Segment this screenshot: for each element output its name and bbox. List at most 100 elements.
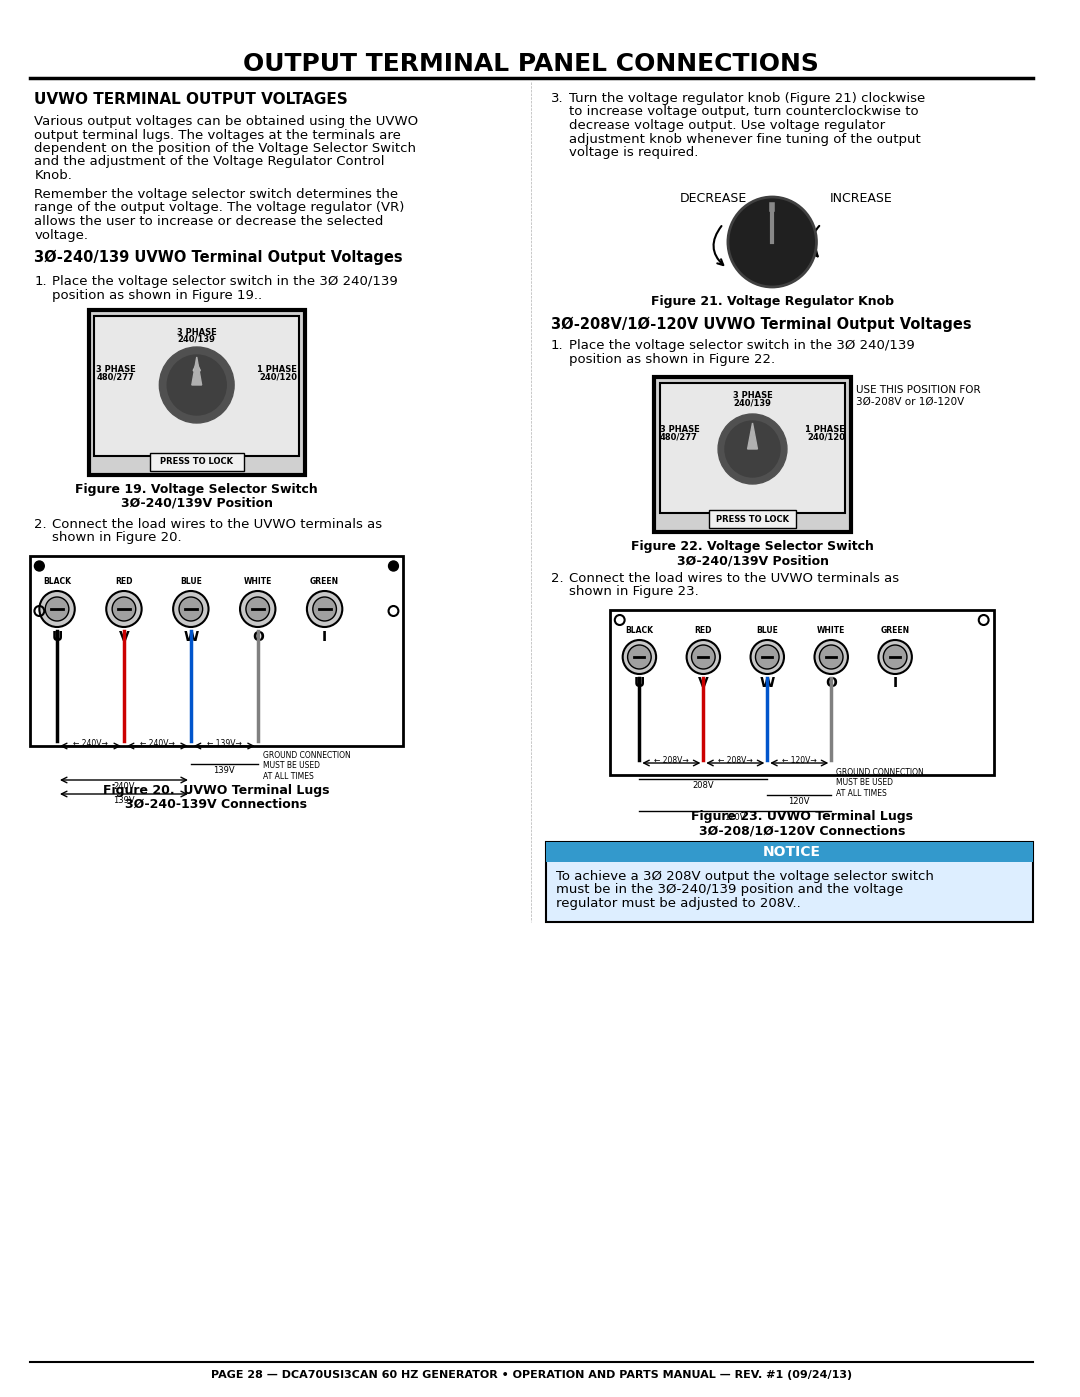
Circle shape xyxy=(313,597,336,622)
Text: and the adjustment of the Voltage Regulator Control: and the adjustment of the Voltage Regula… xyxy=(35,155,384,169)
FancyBboxPatch shape xyxy=(660,383,845,513)
Circle shape xyxy=(878,640,912,673)
Polygon shape xyxy=(747,423,757,448)
Text: W: W xyxy=(184,630,199,644)
FancyBboxPatch shape xyxy=(710,510,796,528)
Text: dependent on the position of the Voltage Selector Switch: dependent on the position of the Voltage… xyxy=(35,142,417,155)
Text: Connect the load wires to the UVWO terminals as: Connect the load wires to the UVWO termi… xyxy=(568,571,899,585)
Text: PRESS TO LOCK: PRESS TO LOCK xyxy=(716,514,789,524)
Text: to increase voltage output, turn counterclockwise to: to increase voltage output, turn counter… xyxy=(568,106,918,119)
Text: To achieve a 3Ø 208V output the voltage selector switch: To achieve a 3Ø 208V output the voltage … xyxy=(556,870,933,883)
Text: Figure 21. Voltage Regulator Knob: Figure 21. Voltage Regulator Knob xyxy=(650,295,893,307)
Text: 1.: 1. xyxy=(551,339,564,352)
Text: 120V: 120V xyxy=(725,813,746,821)
Text: 1 PHASE: 1 PHASE xyxy=(257,365,297,374)
Text: Knob.: Knob. xyxy=(35,169,72,182)
Text: adjustment knob whenever fine tuning of the output: adjustment knob whenever fine tuning of … xyxy=(568,133,920,145)
Circle shape xyxy=(627,645,651,669)
Text: PRESS TO LOCK: PRESS TO LOCK xyxy=(160,457,233,467)
Text: Place the voltage selector switch in the 3Ø 240/139: Place the voltage selector switch in the… xyxy=(52,275,397,288)
Text: U: U xyxy=(52,630,63,644)
Text: I: I xyxy=(892,676,897,690)
Text: 139V: 139V xyxy=(214,766,235,775)
Text: UVWO TERMINAL OUTPUT VOLTAGES: UVWO TERMINAL OUTPUT VOLTAGES xyxy=(35,92,348,108)
Text: V: V xyxy=(698,676,708,690)
Circle shape xyxy=(246,597,270,622)
Text: DECREASE: DECREASE xyxy=(679,191,746,205)
Text: 480/277: 480/277 xyxy=(660,433,698,441)
Circle shape xyxy=(756,645,779,669)
FancyBboxPatch shape xyxy=(29,556,403,746)
Text: 3 PHASE: 3 PHASE xyxy=(177,328,217,337)
Text: OUTPUT TERMINAL PANEL CONNECTIONS: OUTPUT TERMINAL PANEL CONNECTIONS xyxy=(243,52,819,75)
Text: shown in Figure 20.: shown in Figure 20. xyxy=(52,531,181,545)
Circle shape xyxy=(814,640,848,673)
FancyBboxPatch shape xyxy=(149,453,244,471)
Text: BLUE: BLUE xyxy=(180,577,202,585)
Circle shape xyxy=(691,645,715,669)
Text: PAGE 28 — DCA70USI3CAN 60 HZ GENERATOR • OPERATION AND PARTS MANUAL — REV. #1 (0: PAGE 28 — DCA70USI3CAN 60 HZ GENERATOR •… xyxy=(211,1370,852,1380)
Text: ← 240V→: ← 240V→ xyxy=(140,739,175,747)
Text: 3Ø-208/1Ø-120V Connections: 3Ø-208/1Ø-120V Connections xyxy=(699,824,905,837)
FancyBboxPatch shape xyxy=(654,377,851,532)
Text: voltage.: voltage. xyxy=(35,229,89,242)
Text: voltage is required.: voltage is required. xyxy=(568,147,698,159)
Circle shape xyxy=(112,597,136,622)
Text: 1 PHASE: 1 PHASE xyxy=(805,425,845,434)
Text: output terminal lugs. The voltages at the terminals are: output terminal lugs. The voltages at th… xyxy=(35,129,402,141)
Text: Various output voltages can be obtained using the UVWO: Various output voltages can be obtained … xyxy=(35,115,419,129)
Text: RED: RED xyxy=(116,577,133,585)
Circle shape xyxy=(820,645,843,669)
Text: WHITE: WHITE xyxy=(818,626,846,636)
Circle shape xyxy=(751,640,784,673)
Text: 3 PHASE: 3 PHASE xyxy=(96,365,136,374)
Text: 3 PHASE: 3 PHASE xyxy=(660,425,700,434)
Circle shape xyxy=(718,414,787,483)
Text: Connect the load wires to the UVWO terminals as: Connect the load wires to the UVWO termi… xyxy=(52,518,382,531)
Text: 139V: 139V xyxy=(113,796,135,805)
Circle shape xyxy=(35,606,44,616)
Text: 240/120: 240/120 xyxy=(259,373,297,381)
Text: 3Ø-240-139V Connections: 3Ø-240-139V Connections xyxy=(125,798,308,812)
Text: BLUE: BLUE xyxy=(756,626,779,636)
Text: Figure 20.  UVWO Terminal Lugs: Figure 20. UVWO Terminal Lugs xyxy=(104,784,329,798)
Text: 208V: 208V xyxy=(692,781,714,789)
Text: 120V: 120V xyxy=(788,798,810,806)
Text: I: I xyxy=(322,630,327,644)
Text: W: W xyxy=(759,676,774,690)
Circle shape xyxy=(35,562,44,571)
Text: BLACK: BLACK xyxy=(43,577,71,585)
Text: GROUND CONNECTION
MUST BE USED
AT ALL TIMES: GROUND CONNECTION MUST BE USED AT ALL TI… xyxy=(836,768,923,798)
Circle shape xyxy=(389,606,399,616)
Text: WHITE: WHITE xyxy=(243,577,272,585)
Text: ← 139V→: ← 139V→ xyxy=(207,739,242,747)
Text: ← 208V→: ← 208V→ xyxy=(718,756,753,766)
Text: 3Ø-240/139 UVWO Terminal Output Voltages: 3Ø-240/139 UVWO Terminal Output Voltages xyxy=(35,250,403,265)
Text: RED: RED xyxy=(694,626,712,636)
Text: ← 120V→: ← 120V→ xyxy=(782,756,816,766)
Circle shape xyxy=(728,197,816,286)
Text: shown in Figure 23.: shown in Figure 23. xyxy=(568,585,699,598)
Text: regulator must be adjusted to 208V..: regulator must be adjusted to 208V.. xyxy=(556,897,800,909)
Text: O: O xyxy=(252,630,264,644)
Text: 240V: 240V xyxy=(113,782,135,791)
Circle shape xyxy=(240,591,275,627)
Text: USE THIS POSITION FOR
3Ø-208V or 1Ø-120V: USE THIS POSITION FOR 3Ø-208V or 1Ø-120V xyxy=(855,386,981,407)
Circle shape xyxy=(160,346,234,423)
Text: Remember the voltage selector switch determines the: Remember the voltage selector switch det… xyxy=(35,189,399,201)
Text: INCREASE: INCREASE xyxy=(829,191,892,205)
Circle shape xyxy=(623,640,657,673)
Text: GROUND CONNECTION
MUST BE USED
AT ALL TIMES: GROUND CONNECTION MUST BE USED AT ALL TI… xyxy=(262,752,350,781)
Text: position as shown in Figure 22.: position as shown in Figure 22. xyxy=(568,352,774,366)
Text: Turn the voltage regulator knob (Figure 21) clockwise: Turn the voltage regulator knob (Figure … xyxy=(568,92,924,105)
Text: 2.: 2. xyxy=(551,571,564,585)
Circle shape xyxy=(173,591,208,627)
Text: Figure 22. Voltage Selector Switch: Figure 22. Voltage Selector Switch xyxy=(631,541,874,553)
Circle shape xyxy=(389,562,399,571)
Circle shape xyxy=(179,597,203,622)
Circle shape xyxy=(39,591,75,627)
Text: 2.: 2. xyxy=(35,518,48,531)
Text: 480/277: 480/277 xyxy=(96,373,134,381)
Text: range of the output voltage. The voltage regulator (VR): range of the output voltage. The voltage… xyxy=(35,201,405,215)
FancyBboxPatch shape xyxy=(546,842,1032,862)
